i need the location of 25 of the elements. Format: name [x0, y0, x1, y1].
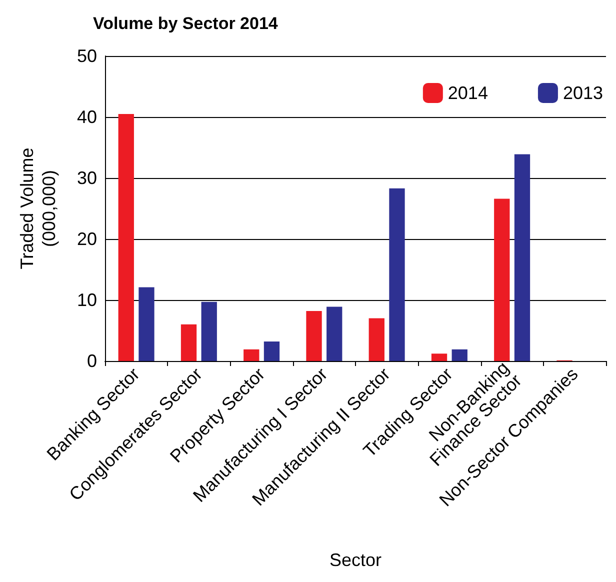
y-tick-label: 50 [76, 46, 97, 66]
bar [201, 302, 217, 361]
bar [264, 341, 280, 361]
x-axis-title: Sector [329, 550, 382, 570]
y-axis-title: Traded Volume (000,000) [17, 148, 59, 270]
bar [244, 349, 260, 361]
bar [452, 349, 468, 361]
bar [494, 198, 510, 361]
y-tick-label: 0 [86, 351, 97, 371]
chart-title: Volume by Sector 2014 [93, 14, 278, 33]
bar [306, 310, 322, 361]
bar [368, 318, 384, 361]
y-tick-label: 10 [76, 290, 97, 310]
bar [514, 154, 530, 361]
bar [180, 324, 197, 361]
legend-label: 2014 [448, 83, 488, 103]
y-tick-label: 40 [76, 107, 97, 127]
y-tick-label: 30 [76, 168, 97, 188]
bar [326, 306, 342, 361]
bar [431, 354, 448, 361]
y-tick-label: 20 [76, 229, 97, 249]
bar [118, 114, 134, 361]
bar [138, 287, 154, 361]
bar [389, 188, 405, 361]
legend-label: 2013 [562, 83, 604, 103]
